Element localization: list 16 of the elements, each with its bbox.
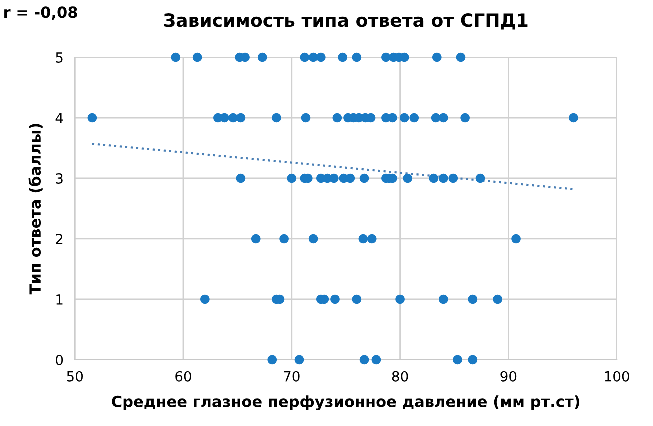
- y-tick-label: 5: [56, 52, 63, 63]
- y-axis-title: Тип ответа (баллы): [28, 124, 43, 295]
- chart-title: Зависимость типа ответа от СГПД1: [164, 14, 528, 30]
- x-axis-title: Среднее глазное перфузионное давление (мм рт.ст): [112, 396, 580, 411]
- text: r = -0,08: [4, 6, 78, 20]
- y-tick-label: 0: [56, 354, 64, 366]
- y-tick-label: 1: [56, 294, 63, 305]
- x-tick-label: 70: [284, 371, 300, 382]
- x-tick-label: 90: [500, 371, 517, 382]
- y-tick-label: 2: [56, 234, 63, 244]
- y-tick-label: 4: [56, 113, 64, 124]
- x-tick-label: 80: [392, 371, 408, 382]
- x-tick-label: 100: [605, 371, 630, 382]
- x-tick-label: 60: [176, 371, 192, 382]
- y-tick-label: 3: [56, 173, 63, 184]
- x-tick-label: 50: [67, 371, 84, 382]
